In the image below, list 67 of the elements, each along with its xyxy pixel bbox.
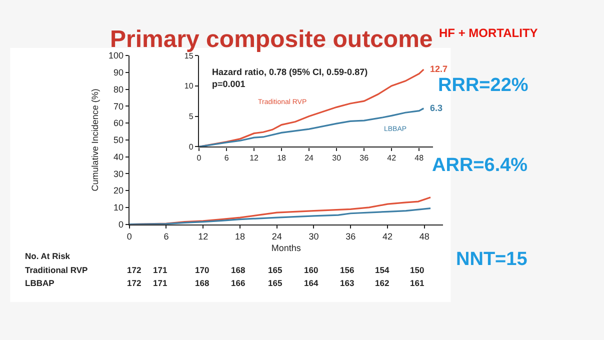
text: Traditional RVP bbox=[25, 265, 88, 275]
y-tick-label: 50 bbox=[113, 135, 124, 146]
text: 170 bbox=[195, 265, 210, 275]
text: 172 bbox=[127, 278, 142, 288]
text: 156 bbox=[340, 265, 354, 275]
text: 171 bbox=[153, 265, 168, 275]
x-tick-label: 0 bbox=[126, 231, 132, 242]
x-tick-label: 36 bbox=[360, 153, 370, 162]
y-tick-label: 60 bbox=[113, 118, 124, 128]
x-tick-label: 12 bbox=[198, 231, 208, 242]
annotation: RRR=22% bbox=[438, 75, 528, 96]
x-tick-label: 48 bbox=[419, 231, 430, 242]
chart-title: Primary composite outcome bbox=[110, 26, 433, 53]
text: 154 bbox=[375, 265, 390, 275]
y-tick-label: 100 bbox=[108, 50, 124, 61]
text: HF + MORTALITY bbox=[439, 26, 538, 40]
y-tick-label: 40 bbox=[113, 152, 124, 162]
text: 161 bbox=[410, 278, 424, 288]
annotation: p=0.001 bbox=[212, 79, 246, 89]
text: 160 bbox=[304, 265, 318, 275]
x-tick-label: 42 bbox=[382, 231, 392, 242]
x-tick-label: 18 bbox=[277, 153, 287, 162]
annotation: ARR=6.4% bbox=[432, 155, 528, 176]
text: 163 bbox=[340, 278, 354, 288]
x-tick-label: 6 bbox=[224, 153, 230, 162]
y-tick-label: 10 bbox=[113, 202, 124, 213]
text: LBBAP bbox=[25, 278, 55, 288]
y-axis-title: Cumulative Incidence (%) bbox=[90, 88, 100, 192]
y-tick-label: 0 bbox=[118, 220, 124, 230]
x-axis-title: Months bbox=[271, 243, 302, 254]
text: 164 bbox=[304, 278, 318, 288]
x-tick-label: 6 bbox=[164, 231, 169, 242]
text: 168 bbox=[195, 278, 210, 288]
y-tick-label: 10 bbox=[184, 82, 194, 91]
x-tick-label: 48 bbox=[414, 153, 424, 162]
x-tick-label: 0 bbox=[196, 153, 202, 162]
x-tick-label: 30 bbox=[308, 231, 319, 242]
x-tick-label: 36 bbox=[346, 231, 356, 242]
y-tick-label: 20 bbox=[113, 186, 124, 196]
text: 166 bbox=[231, 278, 246, 288]
x-tick-label: 12 bbox=[250, 153, 260, 162]
text: 162 bbox=[375, 278, 390, 288]
y-tick-label: 70 bbox=[113, 101, 124, 112]
text: 165 bbox=[268, 265, 282, 275]
y-tick-label: 5 bbox=[188, 112, 194, 122]
x-tick-label: 18 bbox=[234, 231, 245, 242]
text: 150 bbox=[410, 265, 424, 275]
text: 172 bbox=[127, 265, 142, 275]
text: NNT=15 bbox=[456, 249, 528, 270]
x-tick-label: 30 bbox=[332, 153, 342, 162]
annotation: Hazard ratio, 0.78 (95% CI, 0.59-0.87) bbox=[212, 67, 368, 77]
text: 171 bbox=[153, 278, 168, 288]
y-tick-label: 15 bbox=[184, 51, 194, 60]
text: 165 bbox=[268, 278, 282, 288]
y-tick-label: 30 bbox=[113, 168, 124, 179]
y-tick-label: 80 bbox=[113, 84, 124, 94]
text: 168 bbox=[231, 265, 246, 275]
x-tick-label: 24 bbox=[272, 231, 282, 242]
annotation: 6.3 bbox=[430, 103, 443, 113]
y-tick-label: 0 bbox=[188, 142, 194, 152]
annotation: 12.7 bbox=[430, 64, 448, 74]
text: No. At Risk bbox=[25, 251, 70, 261]
line-series bbox=[199, 108, 424, 147]
x-tick-label: 24 bbox=[304, 153, 314, 162]
line-series bbox=[129, 208, 432, 224]
x-tick-label: 42 bbox=[387, 153, 397, 162]
y-tick-label: 90 bbox=[113, 68, 124, 78]
